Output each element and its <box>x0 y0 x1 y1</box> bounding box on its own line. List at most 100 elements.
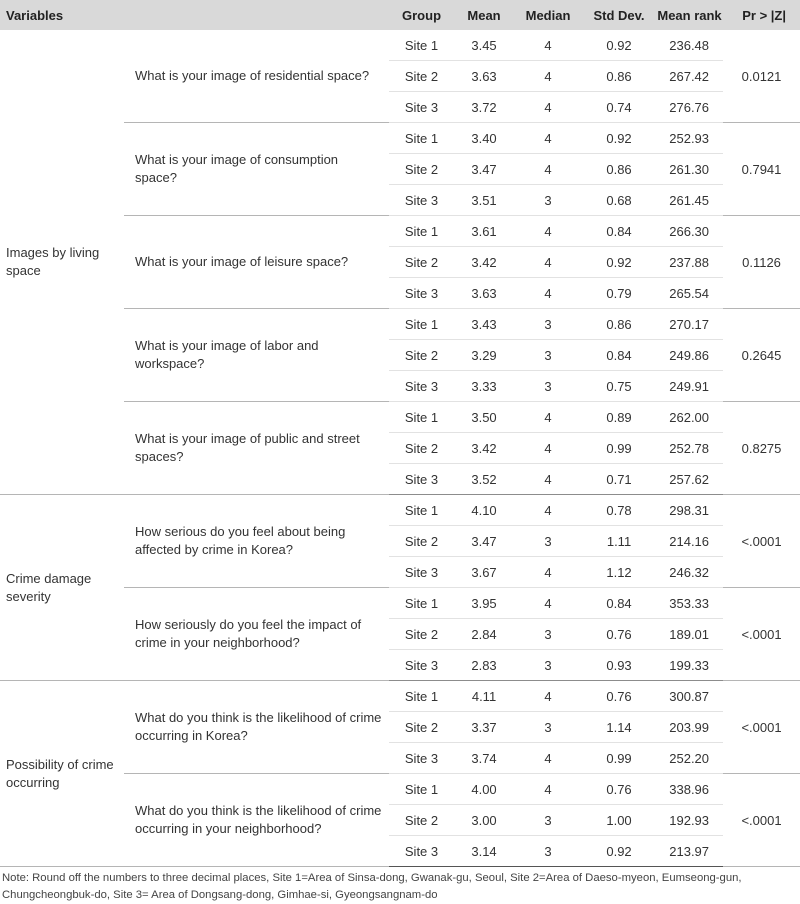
group-cell: Site 3 <box>389 556 455 588</box>
group-cell: Site 3 <box>389 463 455 495</box>
table-row: Site 3 3.74 4 0.99 252.20 <box>0 742 800 774</box>
table-row: Images by living space What is your image… <box>0 30 800 495</box>
group-cell: Site 3 <box>389 91 455 123</box>
median-cell: 4 <box>514 432 583 464</box>
group-cell: Site 2 <box>389 804 455 836</box>
median-cell: 4 <box>514 215 583 247</box>
std-dev-cell: 0.79 <box>582 277 657 309</box>
table-row: Crime damage severity How serious do you … <box>0 494 800 681</box>
question-cell: What is your image of residential space? <box>124 30 390 123</box>
table-row: Site 2 3.47 4 0.86 261.30 <box>0 153 800 185</box>
mean-cell: 2.84 <box>454 618 515 650</box>
std-dev-cell: 0.92 <box>582 246 657 278</box>
std-dev-cell: 0.76 <box>582 680 657 712</box>
median-cell: 3 <box>514 711 583 743</box>
mean-cell: 3.42 <box>454 432 515 464</box>
std-dev-cell: 0.68 <box>582 184 657 216</box>
mean-rank-cell: 252.20 <box>656 742 724 774</box>
median-cell: 4 <box>514 494 583 526</box>
std-dev-cell: 1.00 <box>582 804 657 836</box>
mean-rank-cell: 353.33 <box>656 587 724 619</box>
mean-rank-cell: 266.30 <box>656 215 724 247</box>
table-row: Possibility of crime occurring What do yo… <box>0 680 800 867</box>
question-cell: What is your image of leisure space? <box>124 215 390 309</box>
mean-cell: 3.47 <box>454 525 515 557</box>
question-cell: What is your image of consumption space? <box>124 122 390 216</box>
std-dev-cell: 0.92 <box>582 835 657 867</box>
std-dev-cell: 0.86 <box>582 60 657 92</box>
pr-value-cell: 0.7941 <box>723 122 800 216</box>
median-cell: 4 <box>514 773 583 805</box>
question-cell: What do you think is the likelihood of c… <box>124 680 390 774</box>
mean-rank-cell: 237.88 <box>656 246 724 278</box>
median-cell: 4 <box>514 680 583 712</box>
std-dev-cell: 0.86 <box>582 153 657 185</box>
mean-rank-cell: 214.16 <box>656 525 724 557</box>
group-cell: Site 1 <box>389 680 455 712</box>
median-cell: 3 <box>514 649 583 681</box>
group-cell: Site 2 <box>389 60 455 92</box>
median-cell: 3 <box>514 184 583 216</box>
median-cell: 3 <box>514 370 583 402</box>
mean-cell: 3.00 <box>454 804 515 836</box>
mean-rank-cell: 199.33 <box>656 649 724 681</box>
mean-cell: 2.83 <box>454 649 515 681</box>
group-cell: Site 2 <box>389 711 455 743</box>
table-body: Images by living space What is your image… <box>0 30 800 867</box>
mean-rank-cell: 270.17 <box>656 308 724 340</box>
median-cell: 4 <box>514 587 583 619</box>
median-cell: 4 <box>514 122 583 154</box>
mean-rank-cell: 261.45 <box>656 184 724 216</box>
mean-cell: 3.67 <box>454 556 515 588</box>
mean-cell: 3.63 <box>454 60 515 92</box>
std-dev-cell: 0.84 <box>582 215 657 247</box>
mean-cell: 3.52 <box>454 463 515 495</box>
table-row: Site 3 3.51 3 0.68 261.45 <box>0 184 800 216</box>
group-cell: Site 1 <box>389 773 455 805</box>
group-cell: Site 1 <box>389 401 455 433</box>
median-cell: 4 <box>514 246 583 278</box>
std-dev-cell: 0.71 <box>582 463 657 495</box>
mean-cell: 3.43 <box>454 308 515 340</box>
std-dev-cell: 1.14 <box>582 711 657 743</box>
mean-rank-cell: 298.31 <box>656 494 724 526</box>
std-dev-cell: 1.12 <box>582 556 657 588</box>
group-cell: Site 1 <box>389 308 455 340</box>
mean-rank-cell: 257.62 <box>656 463 724 495</box>
table-row: Site 2 3.29 3 0.84 249.86 <box>0 339 800 371</box>
std-dev-cell: 0.89 <box>582 401 657 433</box>
median-cell: 4 <box>514 401 583 433</box>
mean-rank-cell: 213.97 <box>656 835 724 867</box>
mean-rank-cell: 262.00 <box>656 401 724 433</box>
pr-value-cell: 0.0121 <box>723 30 800 123</box>
table-row: Site 3 3.52 4 0.71 257.62 <box>0 463 800 495</box>
mean-rank-cell: 249.91 <box>656 370 724 402</box>
table-row: What is your image of consumption space?… <box>0 122 800 216</box>
mean-rank-cell: 276.76 <box>656 91 724 123</box>
mean-cell: 3.14 <box>454 835 515 867</box>
std-dev-cell: 0.84 <box>582 587 657 619</box>
mean-rank-cell: 192.93 <box>656 804 724 836</box>
median-cell: 4 <box>514 60 583 92</box>
mean-rank-cell: 252.93 <box>656 122 724 154</box>
median-cell: 4 <box>514 742 583 774</box>
table-row: How seriously do you feel the impact of … <box>0 587 800 681</box>
table-row: What is your image of labor and workspac… <box>0 308 800 402</box>
table-row: Site 2 3.63 4 0.86 267.42 <box>0 60 800 92</box>
group-cell: Site 1 <box>389 122 455 154</box>
median-cell: 4 <box>514 30 583 61</box>
std-dev-cell: 0.99 <box>582 432 657 464</box>
median-cell: 4 <box>514 91 583 123</box>
group-cell: Site 2 <box>389 618 455 650</box>
table-row: Site 2 2.84 3 0.76 189.01 <box>0 618 800 650</box>
mean-rank-cell: 249.86 <box>656 339 724 371</box>
question-cell: What do you think is the likelihood of c… <box>124 773 390 867</box>
mean-cell: 3.51 <box>454 184 515 216</box>
mean-cell: 3.63 <box>454 277 515 309</box>
pr-value-cell: <.0001 <box>723 494 800 588</box>
table-row: Site 3 2.83 3 0.93 199.33 <box>0 649 800 681</box>
mean-cell: 4.00 <box>454 773 515 805</box>
mean-rank-cell: 236.48 <box>656 30 724 61</box>
std-dev-cell: 0.86 <box>582 308 657 340</box>
mean-rank-cell: 203.99 <box>656 711 724 743</box>
